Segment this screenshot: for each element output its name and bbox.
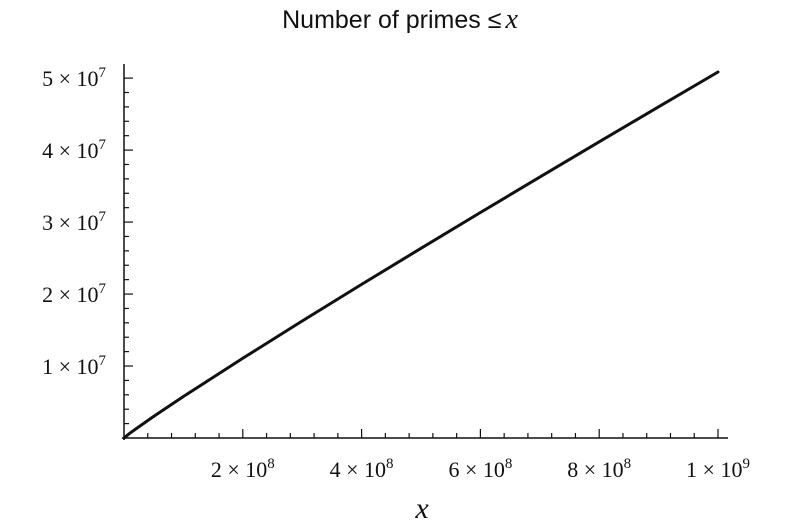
chart-title-variable: x xyxy=(505,4,518,35)
ticks xyxy=(124,77,719,438)
y-tick-label: 3 × 107 xyxy=(42,209,106,235)
y-tick-label: 2 × 107 xyxy=(42,281,106,307)
chart-title: Number of primes ≤ x xyxy=(0,4,800,36)
x-tick-label: 2 × 108 xyxy=(211,456,275,482)
series-line-prime-count xyxy=(122,70,720,440)
chart-title-text: Number of primes ≤ xyxy=(282,6,502,34)
y-tick-label: 1 × 107 xyxy=(42,353,106,379)
x-tick-label: 6 × 108 xyxy=(448,456,512,482)
x-tick-label: 1 × 109 xyxy=(686,456,750,482)
x-axis-label: x xyxy=(414,492,429,525)
x-tick-label: 4 × 108 xyxy=(330,456,394,482)
x-tick-label: 8 × 108 xyxy=(567,456,631,482)
y-tick-label: 4 × 107 xyxy=(42,137,106,163)
tick-labels: 2 × 108 4 × 108 6 × 108 8 × 108 1 × 109 1 × 1… xyxy=(42,65,750,482)
y-tick-label: 5 × 107 xyxy=(42,65,106,91)
axes xyxy=(122,64,728,440)
